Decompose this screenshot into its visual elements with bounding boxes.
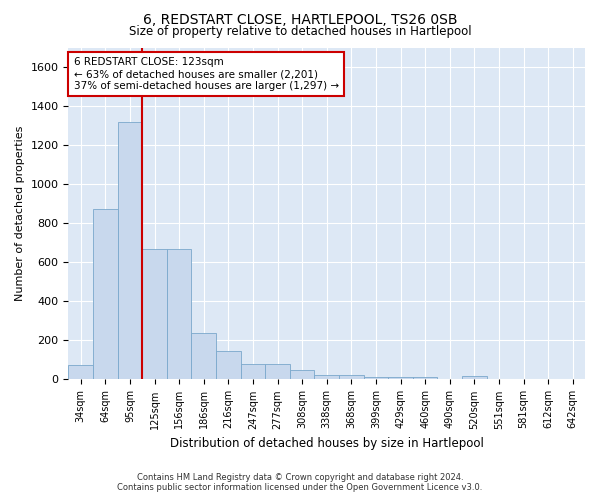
Text: Size of property relative to detached houses in Hartlepool: Size of property relative to detached ho… — [128, 25, 472, 38]
Bar — [364, 376, 388, 380]
Bar — [290, 370, 314, 380]
Text: 6, REDSTART CLOSE, HARTLEPOOL, TS26 0SB: 6, REDSTART CLOSE, HARTLEPOOL, TS26 0SB — [143, 12, 457, 26]
Bar — [191, 332, 216, 380]
Bar — [68, 365, 93, 380]
Bar — [265, 364, 290, 380]
Bar — [462, 376, 487, 380]
Bar — [413, 378, 437, 380]
Bar — [241, 364, 265, 380]
Bar — [142, 248, 167, 380]
X-axis label: Distribution of detached houses by size in Hartlepool: Distribution of detached houses by size … — [170, 437, 484, 450]
Bar — [167, 248, 191, 380]
Y-axis label: Number of detached properties: Number of detached properties — [15, 126, 25, 301]
Text: Contains HM Land Registry data © Crown copyright and database right 2024.
Contai: Contains HM Land Registry data © Crown c… — [118, 473, 482, 492]
Bar — [93, 208, 118, 380]
Bar — [388, 376, 413, 380]
Bar — [118, 122, 142, 380]
Text: 6 REDSTART CLOSE: 123sqm
← 63% of detached houses are smaller (2,201)
37% of sem: 6 REDSTART CLOSE: 123sqm ← 63% of detach… — [74, 58, 338, 90]
Bar — [216, 351, 241, 380]
Bar — [314, 374, 339, 380]
Bar — [339, 374, 364, 380]
